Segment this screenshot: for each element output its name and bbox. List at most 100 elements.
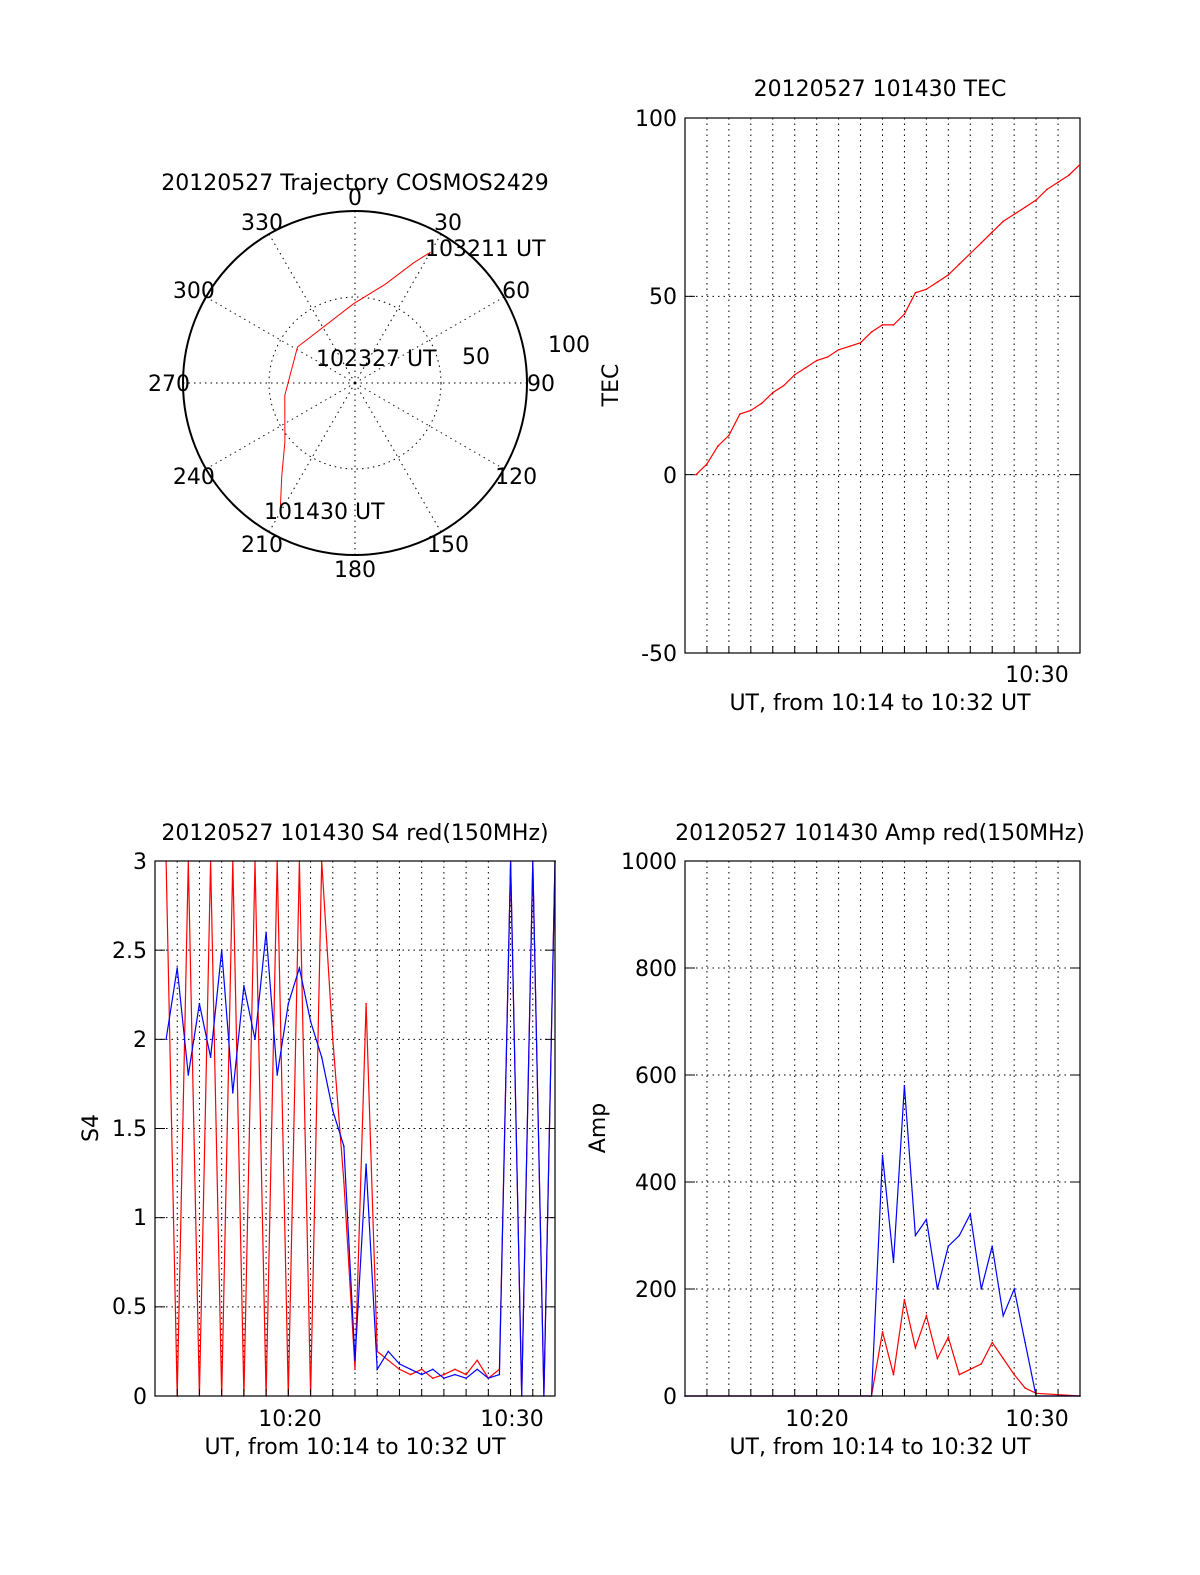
amp-point-red xyxy=(903,1298,906,1301)
tec-point-red xyxy=(793,374,796,376)
polar-spoke-60 xyxy=(354,296,505,384)
tec-point-red xyxy=(1013,213,1015,216)
s4-point-blue xyxy=(209,1056,212,1058)
s4-xlabel: UT, from 10:14 to 10:32 UT xyxy=(204,1435,506,1460)
polar-grid-circle-50 xyxy=(268,296,442,470)
s4-point-red xyxy=(365,1002,367,1005)
polar-radial-label-50: 50 xyxy=(462,345,490,370)
s4-point-red xyxy=(454,1368,456,1371)
amp-ytick-400: 400 xyxy=(635,1171,677,1196)
s4-point-blue xyxy=(376,1368,379,1371)
trajectory-end-label: 103211 UT xyxy=(425,237,546,262)
s4-point-blue xyxy=(432,1368,434,1371)
amp-point-blue xyxy=(892,1261,895,1264)
s4-point-blue xyxy=(243,985,245,987)
s4-point-blue xyxy=(298,967,301,969)
amp-point-blue xyxy=(881,1154,884,1157)
tec-point-red xyxy=(739,413,741,415)
amp-point-blue xyxy=(958,1234,961,1237)
s4-point-blue xyxy=(443,1377,445,1379)
amp-point-blue xyxy=(980,1288,983,1290)
amp-point-blue xyxy=(936,1288,939,1290)
tec-point-red xyxy=(870,331,873,333)
tec-ylabel: TEC xyxy=(599,364,624,408)
trajectory-line xyxy=(279,251,431,508)
s4-ytick-0: 0 xyxy=(133,1385,147,1410)
polar-spoke-300 xyxy=(205,296,356,384)
s4-point-blue xyxy=(309,1020,312,1023)
amp-point-blue xyxy=(925,1218,928,1221)
s4-point-blue xyxy=(220,949,223,951)
s4-point-red xyxy=(387,1359,390,1362)
tec-series-red xyxy=(695,163,1081,476)
tec-frame xyxy=(684,117,1081,654)
amp-xtick-1030: 10:30 xyxy=(1005,1407,1068,1432)
polar-azimuth-label-270: 270 xyxy=(148,372,190,397)
polar-spoke-120 xyxy=(354,382,505,470)
amp-point-blue xyxy=(1024,1341,1026,1344)
tec-point-red xyxy=(1002,220,1004,223)
amp-ytick-800: 800 xyxy=(635,957,677,982)
polar-azimuth-label-300: 300 xyxy=(173,279,215,304)
amp-point-blue xyxy=(1002,1315,1004,1317)
amp-point-red xyxy=(947,1336,950,1338)
amp-point-red xyxy=(991,1341,993,1344)
polar-azimuth-label-150: 150 xyxy=(427,533,469,558)
tec-point-red xyxy=(925,288,928,291)
s4-ytick-3: 3 xyxy=(133,850,147,875)
polar-azimuth-labels: 0 30 60 90 120 150 180 210 240 270 300 330 xyxy=(148,186,555,583)
tec-point-red xyxy=(892,324,895,326)
tec-point-red xyxy=(936,281,939,283)
s4-ytick-0-5: 0.5 xyxy=(112,1295,147,1320)
amp-point-red xyxy=(881,1331,884,1333)
polar-azimuth-label-120: 120 xyxy=(495,465,537,490)
s4-point-blue xyxy=(176,967,178,969)
tec-point-red xyxy=(826,356,829,358)
s4-point-red xyxy=(476,1359,479,1362)
amp-series-blue xyxy=(685,1085,1080,1397)
polar-azimuth-label-240: 240 xyxy=(173,465,215,490)
tec-series xyxy=(695,163,1081,476)
s4-grid xyxy=(155,861,555,1396)
s4-point-blue xyxy=(165,1038,167,1041)
s4-series-red xyxy=(165,860,556,1397)
s4-ytick-2: 2 xyxy=(133,1028,147,1053)
tec-title: 20120527 101430 TEC xyxy=(754,77,1007,102)
polar-spokes xyxy=(183,211,527,555)
tec-point-red xyxy=(783,384,785,387)
s4-point-blue xyxy=(454,1373,456,1376)
tec-ytick-50: 50 xyxy=(649,285,677,310)
s4-point-red xyxy=(420,1368,423,1371)
tec-point-red xyxy=(804,366,807,369)
tec-point-red xyxy=(1046,188,1048,191)
s4-ytick-2-5: 2.5 xyxy=(112,939,147,964)
tec-point-red xyxy=(848,345,851,348)
s4-ticks xyxy=(154,860,556,1397)
amp-point-blue xyxy=(947,1245,950,1247)
tec-point-red xyxy=(1024,206,1026,208)
tec-point-red xyxy=(881,324,884,326)
amp-ytick-1000: 1000 xyxy=(621,850,677,875)
tec-xtick-1030: 10:30 xyxy=(1005,663,1068,688)
s4-point-blue xyxy=(232,1092,234,1094)
tec-xlabel: UT, from 10:14 to 10:32 UT xyxy=(729,691,1031,716)
s4-point-blue xyxy=(343,1145,345,1148)
tec-ytick-100: 100 xyxy=(635,107,677,132)
s4-point-blue xyxy=(265,931,267,934)
s4-point-blue xyxy=(287,1002,290,1005)
s4-point-blue xyxy=(276,1074,279,1076)
s4-point-blue xyxy=(476,1368,479,1371)
amp-point-red xyxy=(892,1373,895,1376)
tec-point-red xyxy=(815,359,818,362)
s4-point-blue xyxy=(387,1350,390,1353)
polar-spoke-330 xyxy=(268,233,356,384)
amp-ytick-200: 200 xyxy=(635,1278,677,1303)
polar-radial-label-100: 100 xyxy=(548,333,590,358)
s4-ytick-1: 1 xyxy=(133,1206,147,1231)
tec-grid xyxy=(685,118,1080,653)
polar-spoke-210 xyxy=(268,382,356,533)
s4-ylabel: S4 xyxy=(79,1114,104,1142)
amp-xtick-1020: 10:20 xyxy=(785,1407,848,1432)
amp-point-red xyxy=(936,1357,939,1360)
